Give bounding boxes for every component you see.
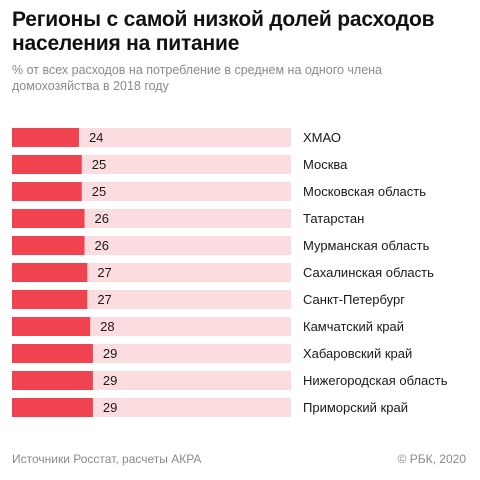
category-label: Хабаровский край <box>303 346 412 361</box>
chart-subtitle-line-1: % от всех расходов на потребление в сред… <box>12 63 383 77</box>
chart-title-line-1: Регионы с самой низкой долей расходов <box>12 8 435 31</box>
category-label: Татарстан <box>303 211 364 226</box>
bar <box>12 236 85 255</box>
bar-value-label: 28 <box>100 319 114 334</box>
bar-row: 29 Приморский край <box>12 398 408 417</box>
copyright-note: © РБК, 2020 <box>397 452 466 466</box>
bar-row: 26 Мурманская область <box>12 236 430 255</box>
bar-value-label: 25 <box>92 184 106 199</box>
category-label: Санкт-Петербург <box>303 292 405 307</box>
bar-row: 27 Санкт-Петербург <box>12 290 405 309</box>
bar-row: 24 ХМАО <box>12 128 341 147</box>
bar-row: 29 Нижегородская область <box>12 371 448 390</box>
bar-row: 27 Сахалинская область <box>12 263 434 282</box>
bar <box>12 128 79 147</box>
category-label: Москва <box>303 157 348 172</box>
chart-title: Регионы с самой низкой долей расходов на… <box>12 8 452 56</box>
bar-row: 25 Московская область <box>12 182 426 201</box>
bar-value-label: 27 <box>97 265 111 280</box>
bar <box>12 290 88 309</box>
bar-value-label: 25 <box>92 157 106 172</box>
bar-row: 29 Хабаровский край <box>12 344 412 363</box>
bar-value-label: 27 <box>97 292 111 307</box>
bar-row: 28 Камчатский край <box>12 317 404 336</box>
chart-subtitle: % от всех расходов на потребление в сред… <box>12 62 452 94</box>
category-label: Приморский край <box>303 400 408 415</box>
bar <box>12 371 93 390</box>
bar-value-label: 26 <box>95 211 109 226</box>
source-note: Источники Росстат, расчеты АКРА <box>12 452 202 466</box>
bar <box>12 317 91 336</box>
bar-value-label: 29 <box>103 346 117 361</box>
category-label: Сахалинская область <box>303 265 434 280</box>
bar-track <box>12 128 291 147</box>
category-label: Камчатский край <box>303 319 404 334</box>
bar-value-label: 26 <box>95 238 109 253</box>
category-label: Нижегородская область <box>303 373 448 388</box>
chart-subtitle-line-2: домохозяйства в 2018 году <box>12 79 169 93</box>
bar <box>12 155 82 174</box>
bar <box>12 209 85 228</box>
bar <box>12 398 93 417</box>
bar <box>12 263 88 282</box>
chart-title-line-2: населения на питание <box>12 32 240 55</box>
bar-row: 25 Москва <box>12 155 348 174</box>
bar-value-label: 24 <box>89 130 103 145</box>
bar-row: 26 Татарстан <box>12 209 364 228</box>
bar-value-label: 29 <box>103 400 117 415</box>
bar <box>12 344 93 363</box>
bar <box>12 182 82 201</box>
bar-value-label: 29 <box>103 373 117 388</box>
category-label: Мурманская область <box>303 238 430 253</box>
category-label: ХМАО <box>303 130 341 145</box>
category-label: Московская область <box>303 184 426 199</box>
